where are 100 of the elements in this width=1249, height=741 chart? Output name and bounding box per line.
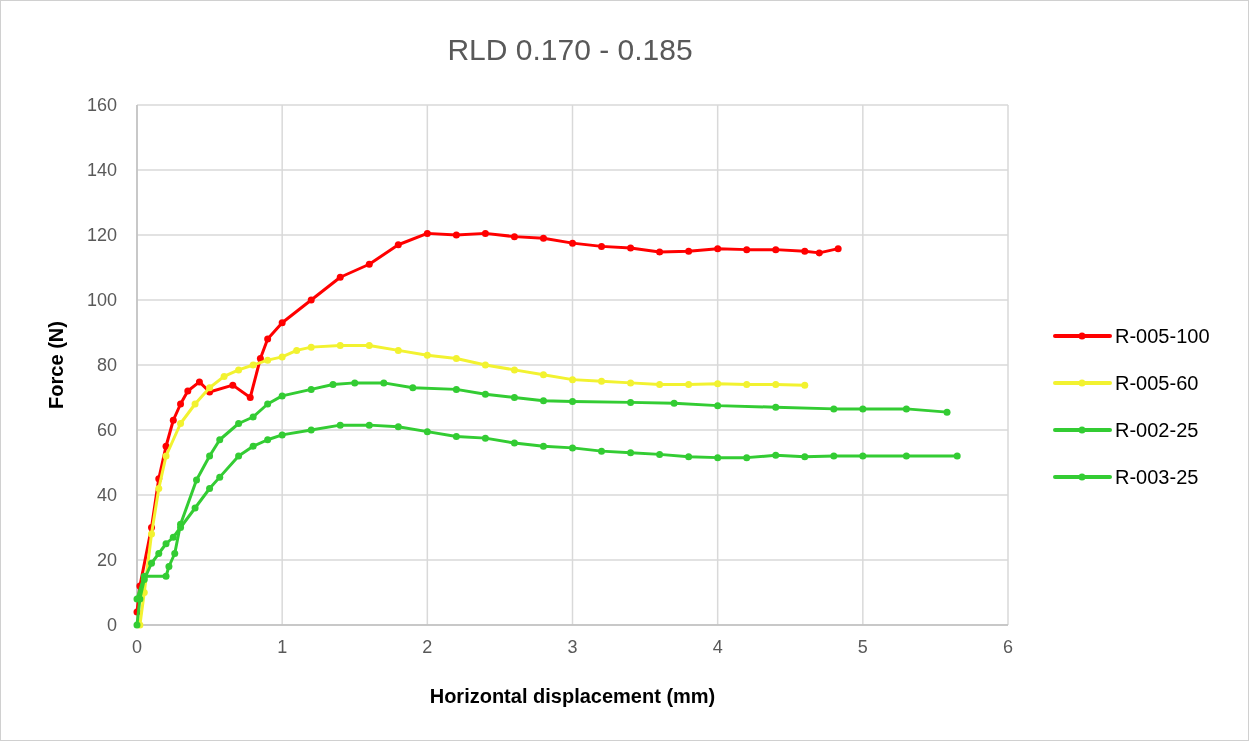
point [423, 229, 431, 237]
point [191, 504, 199, 512]
point [452, 385, 460, 393]
point [177, 524, 185, 531]
point [801, 247, 809, 255]
y-tick-label: 40 [96, 485, 117, 505]
point [670, 399, 678, 407]
x-tick-label: 1 [277, 637, 288, 657]
point [569, 397, 576, 405]
point [510, 366, 518, 374]
point [627, 379, 635, 387]
point [336, 421, 344, 429]
point [165, 563, 173, 570]
x-tick-label: 6 [1002, 637, 1014, 657]
point [656, 248, 664, 256]
point [307, 426, 315, 434]
point [772, 403, 780, 411]
point [365, 421, 373, 429]
point [155, 550, 163, 557]
point [859, 452, 867, 460]
y-axis-title: Force (N) [45, 321, 67, 409]
point [184, 387, 192, 395]
y-tick-label: 160 [86, 95, 117, 115]
point [569, 376, 576, 384]
point [216, 473, 224, 481]
legend-label: R-003-25 [1115, 466, 1199, 488]
point [772, 381, 780, 388]
point [598, 242, 606, 250]
point [148, 559, 156, 567]
point [481, 361, 489, 369]
point [598, 447, 606, 455]
point [423, 351, 431, 359]
y-tick-label: 120 [86, 225, 117, 245]
point [264, 356, 272, 364]
point [510, 233, 518, 241]
point [656, 381, 664, 388]
point [229, 381, 237, 389]
point [278, 392, 286, 400]
point [627, 449, 635, 457]
x-tick-label: 4 [712, 637, 723, 657]
point [452, 355, 460, 362]
point [394, 346, 402, 354]
point [216, 436, 224, 444]
point [539, 442, 547, 450]
point [409, 384, 417, 392]
point [481, 229, 489, 237]
x-tick-label: 2 [422, 637, 433, 657]
point [452, 433, 460, 440]
point [235, 452, 243, 460]
point [351, 379, 359, 387]
point [148, 530, 156, 538]
point [815, 249, 823, 257]
y-tick-label: 20 [96, 550, 117, 570]
point [220, 372, 228, 380]
point [627, 398, 635, 406]
point [539, 397, 547, 405]
point [162, 452, 170, 460]
point [206, 452, 214, 460]
point [169, 533, 177, 541]
y-tick-label: 140 [86, 160, 117, 180]
point [235, 420, 243, 427]
point [394, 423, 402, 431]
point [834, 245, 842, 253]
point [685, 453, 693, 461]
legend-label: R-002-25 [1115, 419, 1199, 441]
point [772, 451, 780, 459]
point [246, 394, 254, 401]
point [801, 453, 809, 461]
point [714, 245, 722, 253]
point [380, 379, 388, 387]
point [195, 378, 203, 386]
point [743, 454, 751, 462]
point [902, 405, 910, 413]
point [278, 431, 286, 439]
point [569, 239, 576, 247]
point [264, 400, 272, 408]
point [307, 343, 315, 351]
y-tick-label: 60 [96, 420, 117, 440]
point [177, 400, 185, 408]
x-tick-label: 5 [857, 637, 868, 657]
point [206, 485, 214, 492]
point [685, 247, 693, 255]
point [193, 476, 201, 484]
point [539, 371, 547, 379]
point [264, 335, 272, 343]
point [336, 273, 344, 281]
point [902, 452, 910, 460]
point [278, 353, 286, 361]
point [943, 408, 951, 416]
point [191, 400, 199, 408]
point [830, 452, 838, 460]
point [801, 381, 809, 389]
point [627, 244, 635, 252]
x-tick-label: 3 [567, 637, 578, 657]
legend-label: R-005-60 [1115, 372, 1199, 394]
point [264, 436, 272, 444]
point [307, 385, 315, 393]
chart-title: RLD 0.170 - 0.185 [447, 33, 693, 66]
point [206, 384, 214, 392]
y-tick-label: 100 [86, 290, 117, 310]
